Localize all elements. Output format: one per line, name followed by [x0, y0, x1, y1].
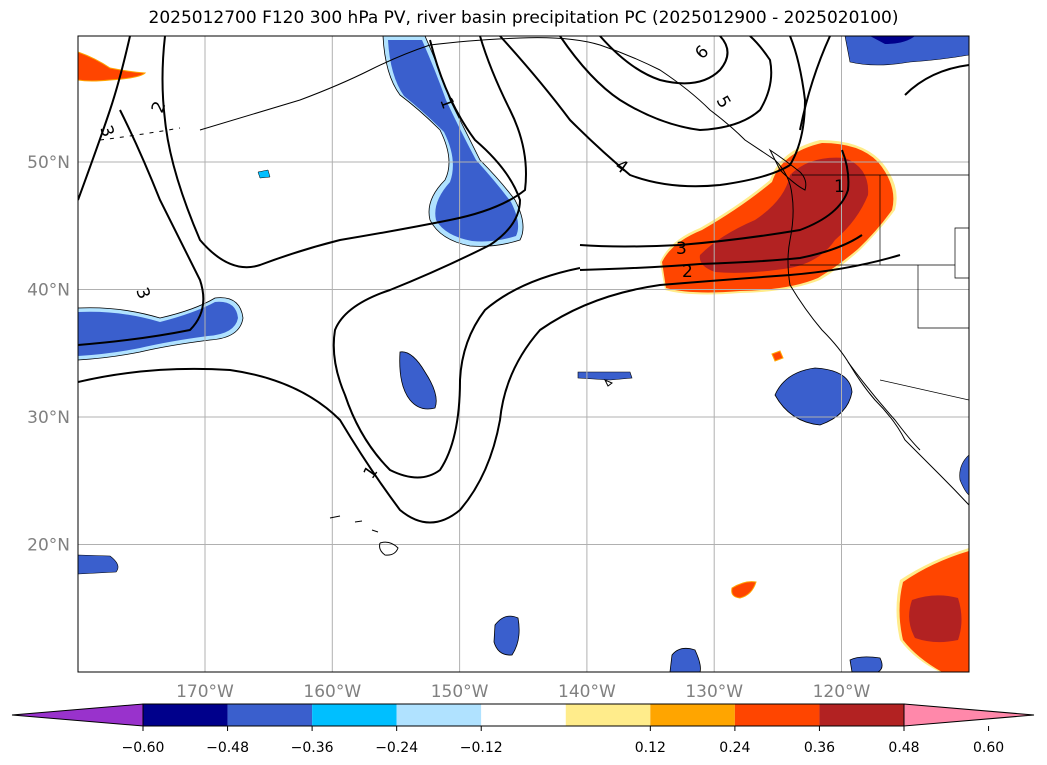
- pv-contour-6: [599, 36, 729, 85]
- negative-anomaly-gulf-alaska-core: [388, 40, 519, 242]
- hawaii-islands: [329, 515, 399, 556]
- pv-label-1-east: 1: [834, 177, 845, 197]
- colorbar-tick-label: 0.60: [973, 740, 1004, 756]
- map-frame: [77, 35, 970, 673]
- pv-contours: [78, 36, 969, 524]
- lat-tick-label: 50°N: [27, 153, 70, 173]
- latitude-labels: 50°N 40°N 30°N 20°N: [27, 153, 70, 556]
- pv-label-3-east: 3: [676, 239, 687, 259]
- colorbar-frame: [142, 703, 905, 727]
- negative-anomaly-tiny: [257, 169, 271, 179]
- great-lakes-box: [954, 227, 969, 279]
- lon-tick-label: 170°W: [176, 682, 234, 702]
- positive-anomaly-spot-2: [771, 350, 784, 362]
- pv-label-3-west: 3: [131, 285, 153, 302]
- negative-anomaly-central-pacific: [399, 351, 437, 410]
- colorbar-segment: [565, 704, 651, 726]
- lat-tick-label: 40°N: [27, 281, 70, 301]
- alaska-coast: [199, 37, 776, 161]
- lon-tick-label: 150°W: [431, 682, 489, 702]
- positive-anomaly-areas: [78, 51, 969, 672]
- map-title: 2025012700 F120 300 hPa PV, river basin …: [148, 8, 899, 28]
- colorbar-tick-label: −0.12: [460, 740, 503, 756]
- negative-anomaly-bottom-2: [849, 656, 883, 672]
- colorbar-tick-label: −0.60: [122, 740, 165, 756]
- colorbar-tick-label: 0.24: [719, 740, 750, 756]
- colorbar-segment: [481, 704, 566, 726]
- coastlines: [99, 37, 969, 556]
- positive-anomaly-bottom-right-core: [909, 595, 962, 643]
- negative-anomaly-south: [493, 615, 520, 656]
- colorbar-segment: [227, 704, 313, 726]
- positive-anomaly-top-left: [78, 51, 147, 82]
- colorbar-segment: [819, 704, 904, 726]
- colorbar: −0.60 −0.48 −0.36 −0.24 −0.12 0.12 0.24 0.36 0.4…: [11, 703, 1035, 756]
- pv-contour-4: [499, 36, 807, 188]
- pv-contour-1: [78, 254, 901, 524]
- pv-contour-1-north: [332, 39, 581, 479]
- positive-anomaly-pacific-northwest-core: [699, 157, 869, 273]
- negative-anomaly-areas: [78, 36, 969, 672]
- baja-peninsula: [847, 361, 921, 451]
- colorbar-tick-label: 0.48: [888, 740, 919, 756]
- aleutian-islands: [99, 127, 181, 141]
- lat-tick-label: 20°N: [27, 536, 70, 556]
- pv-label-6: 6: [691, 42, 713, 64]
- pv-contour-3: [78, 36, 205, 346]
- colorbar-segment: [143, 704, 228, 726]
- negative-anomaly-top-right-core: [870, 36, 915, 44]
- lat-tick-label: 30°N: [27, 408, 70, 428]
- pv-contour-5: [559, 36, 773, 132]
- negative-anomaly-west-pacific-core: [78, 301, 238, 356]
- lon-tick-label: 140°W: [558, 682, 616, 702]
- colorbar-segment: [396, 704, 482, 726]
- positive-anomaly-spot-1: [731, 581, 757, 599]
- colorbar-extend-high: [903, 703, 1035, 727]
- colorbar-segment: [312, 704, 397, 726]
- pv-contour-3-east: [579, 149, 850, 248]
- west-coast: [774, 159, 969, 506]
- map-layers: 1 1 1 2 2 3 3 3 4 5 6: [78, 36, 969, 672]
- vancouver-island: [768, 148, 807, 191]
- colorbar-tick-label: −0.24: [375, 740, 418, 756]
- colorbar-segment: [650, 704, 735, 726]
- pv-contour-2: [161, 36, 527, 269]
- negative-anomaly-off-baja: [774, 367, 853, 426]
- colorbar-tick-label: −0.36: [291, 740, 334, 756]
- colorbar-segment: [734, 704, 820, 726]
- state-borders: [790, 174, 969, 401]
- pv-label-2-west: 2: [148, 99, 170, 116]
- lon-tick-label: 120°W: [813, 682, 871, 702]
- colorbar-tick-label: 0.12: [635, 740, 666, 756]
- negative-anomaly-left-edge: [78, 554, 119, 575]
- colorbar-extend-low: [11, 703, 144, 727]
- colorbar-tick-label: 0.36: [804, 740, 835, 756]
- pv-label-3-west-top: 3: [95, 123, 117, 140]
- lon-tick-label: 160°W: [303, 682, 361, 702]
- negative-anomaly-strip: [577, 371, 633, 381]
- pv-label-2-east: 2: [682, 262, 693, 282]
- negative-anomaly-top-right: [844, 36, 969, 66]
- negative-anomaly-right-edge: [959, 454, 969, 496]
- pv-label-5: 5: [712, 93, 735, 112]
- colorbar-tick-label: −0.48: [206, 740, 249, 756]
- pv-contour-east-arc: [799, 36, 969, 131]
- longitude-labels: 170°W 160°W 150°W 140°W 130°W 120°W: [176, 682, 870, 702]
- negative-anomaly-bottom-1: [669, 647, 701, 672]
- pv-contour-2-east: [579, 234, 863, 271]
- small-island: [603, 379, 613, 387]
- gridlines: [78, 36, 969, 672]
- lon-tick-label: 130°W: [685, 682, 743, 702]
